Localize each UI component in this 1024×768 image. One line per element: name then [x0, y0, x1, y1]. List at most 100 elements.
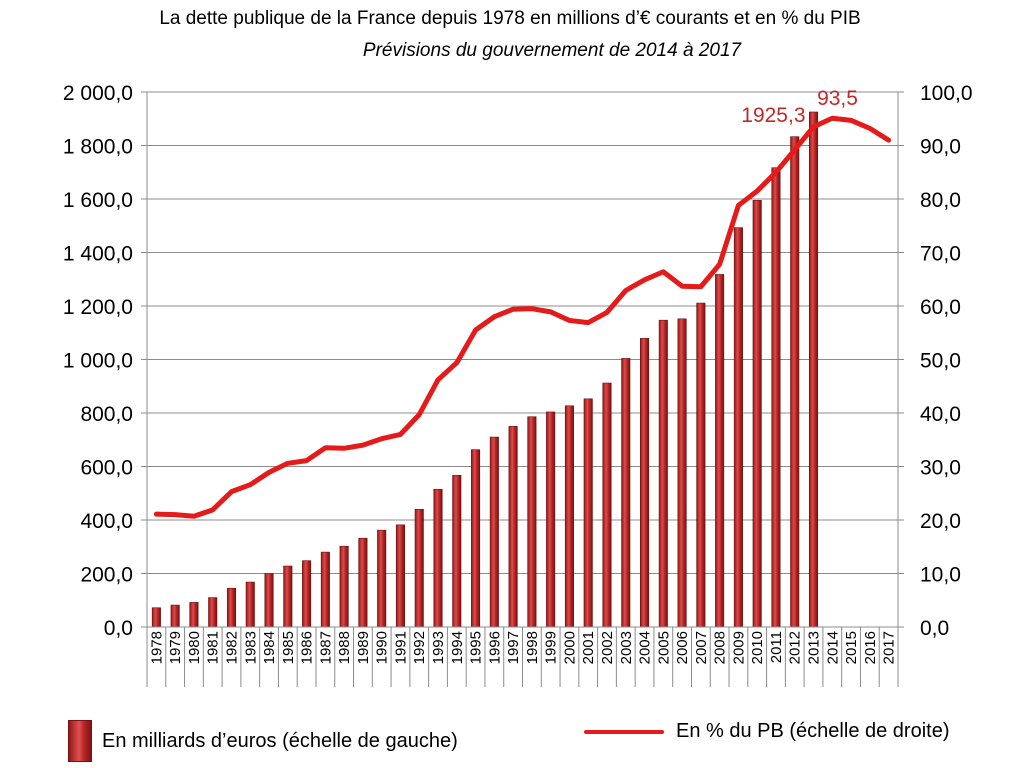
- left-tick-label: 1 000,0: [63, 350, 133, 373]
- bar: [733, 227, 743, 628]
- legend-bars-label: En milliards d’euros (échelle de gauche): [102, 729, 458, 752]
- left-tick-label: 600,0: [80, 457, 133, 480]
- bar: [677, 318, 687, 628]
- x-tick-label: 1984: [261, 631, 278, 664]
- left-tick-label: 200,0: [80, 564, 133, 587]
- bar: [640, 338, 650, 628]
- bar: [208, 597, 218, 628]
- right-tick-label: 60,0: [920, 296, 961, 319]
- x-tick-label: 1988: [336, 631, 353, 664]
- right-tick-label: 90,0: [920, 136, 961, 159]
- x-tick-label: 2009: [730, 631, 747, 664]
- x-tick-label: 1997: [505, 631, 522, 664]
- bar: [508, 426, 518, 628]
- right-tick-label: 10,0: [920, 564, 961, 587]
- x-tick-label: 2011: [768, 631, 785, 663]
- x-tick-label: 2012: [787, 631, 804, 664]
- x-tick-label: 1981: [205, 631, 222, 664]
- bar: [602, 382, 612, 628]
- x-tick-label: 1998: [524, 631, 541, 664]
- x-tick-label: 2004: [637, 631, 654, 664]
- bar: [320, 551, 330, 628]
- bar: [226, 587, 237, 628]
- bar: [546, 411, 556, 628]
- left-tick-label: 400,0: [80, 510, 133, 533]
- legend-bars: En milliards d’euros (échelle de gauche): [68, 720, 458, 762]
- bar: [302, 560, 312, 628]
- left-tick-label: 2 000,0: [63, 82, 133, 105]
- x-tick-label: 2001: [580, 631, 597, 664]
- left-axis-ticks: 0,0 200,0 400,0 600,0 800,0 1 000,0 1 200,0 1 4…: [63, 82, 147, 640]
- right-tick-label: 30,0: [920, 457, 961, 480]
- x-tick-label: 2016: [862, 631, 879, 664]
- legend-line: En % du PB (échelle de droite): [584, 720, 950, 743]
- right-tick-label: 20,0: [920, 510, 961, 533]
- bar: [395, 524, 405, 628]
- bar-series: [151, 111, 819, 628]
- bar: [414, 508, 424, 628]
- bar: [189, 602, 199, 628]
- x-tick-label: 1987: [317, 631, 334, 664]
- left-tick-label: 1 600,0: [63, 189, 133, 212]
- x-tick-label: 1983: [242, 631, 259, 664]
- x-tick-label: 2015: [843, 631, 860, 664]
- debt-chart: 0,0 200,0 400,0 600,0 800,0 1 000,0 1 200,0 1 4…: [63, 82, 973, 687]
- x-tick-label: 1979: [167, 631, 184, 664]
- bar: [358, 537, 368, 628]
- bar: [696, 302, 706, 628]
- left-tick-label: 1 800,0: [63, 136, 133, 159]
- x-tick-label: 1993: [430, 631, 447, 664]
- x-tick-label: 1991: [392, 631, 409, 664]
- chart-subtitle: Prévisions du gouvernement de 2014 à 201…: [362, 40, 742, 61]
- legend-bar-swatch: [68, 720, 92, 762]
- bar: [658, 319, 668, 628]
- right-axis-ticks: 0,0 10,0 20,0 30,0 40,0 50,0 60,0 70,0 80,0 90,0 1…: [898, 82, 973, 640]
- bar: [790, 136, 800, 628]
- x-axis-ticks: 1978 1979 1980 1981 1982 1983 1984 1985 1986 1987…: [146, 627, 899, 687]
- x-tick-label: 2014: [824, 631, 841, 664]
- bar: [170, 604, 180, 628]
- bar: [564, 405, 574, 628]
- x-tick-label: 1986: [299, 631, 316, 664]
- bar: [471, 449, 481, 628]
- right-tick-label: 80,0: [920, 189, 961, 212]
- right-tick-label: 0,0: [920, 617, 949, 640]
- left-tick-label: 800,0: [80, 403, 133, 426]
- bar: [283, 565, 293, 628]
- debt-pct-line: [153, 115, 892, 519]
- x-tick-label: 2002: [599, 631, 616, 664]
- right-tick-label: 40,0: [920, 403, 961, 426]
- x-tick-label: 1989: [355, 631, 372, 664]
- x-tick-label: 2007: [693, 631, 710, 664]
- x-tick-label: 1985: [280, 631, 297, 664]
- legend-line-swatch: [584, 729, 664, 734]
- x-tick-label: 1999: [543, 631, 560, 664]
- bar: [377, 529, 387, 628]
- left-tick-label: 1 200,0: [63, 296, 133, 319]
- bar: [452, 475, 462, 628]
- bar: [771, 167, 781, 628]
- x-tick-label: 2013: [806, 631, 823, 664]
- x-tick-label: 2010: [749, 631, 766, 664]
- bar: [583, 398, 593, 628]
- bar: [264, 573, 274, 628]
- bar: [527, 416, 537, 628]
- left-tick-label: 1 400,0: [63, 243, 133, 266]
- x-tick-label: 1992: [411, 631, 428, 664]
- x-tick-label: 2003: [618, 631, 635, 664]
- x-tick-label: 1982: [223, 631, 240, 664]
- gridlines: [147, 91, 898, 628]
- line-value-label: 93,5: [817, 87, 858, 110]
- bar: [489, 436, 499, 628]
- x-tick-label: 1996: [486, 631, 503, 664]
- left-tick-label: 0,0: [104, 617, 133, 640]
- bar: [808, 111, 819, 628]
- x-tick-label: 2005: [655, 631, 672, 664]
- chart-title: La dette publique de la France depuis 19…: [159, 8, 861, 29]
- bar: [433, 488, 443, 628]
- right-tick-label: 100,0: [920, 82, 973, 105]
- legend-line-label: En % du PB (échelle de droite): [676, 720, 950, 742]
- x-tick-label: 2017: [881, 631, 898, 664]
- x-tick-label: 2006: [674, 631, 691, 664]
- x-tick-label: 2000: [561, 631, 578, 664]
